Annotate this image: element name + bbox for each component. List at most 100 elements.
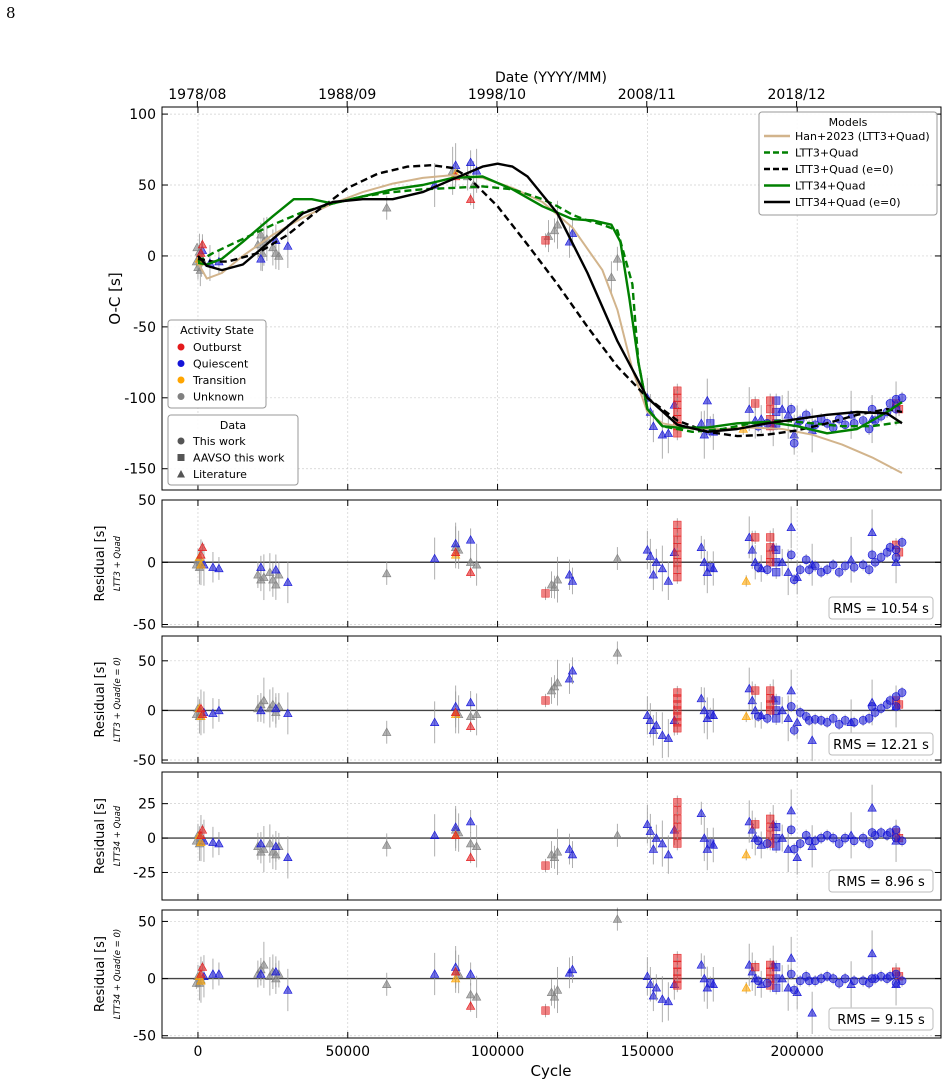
data-point-triangle [256,705,266,715]
data-point-circle [867,974,877,983]
data-point-triangle [196,703,206,713]
data-point-triangle [196,969,206,978]
data-point-triangle [645,979,656,988]
legend-marker [177,360,185,367]
data-point-triangle [450,966,461,976]
data-point-triangle [783,713,793,723]
data-point-circle [864,839,874,848]
y-axis-sublabel: LTT34 + Quad(e = 0) [113,929,123,1019]
y-tick-label: 50 [138,914,156,930]
data-point-square [706,710,715,719]
y-axis-sublabel: LTT3 + Quad(e = 0) [113,657,123,742]
data-point-circle [885,696,895,705]
data-point-square [772,714,781,723]
y-tick-label: -50 [133,618,156,634]
data-point-circle [828,833,838,843]
data-point-circle [762,839,772,848]
data-point-triangle [196,837,206,846]
data-point-triangle [807,735,817,744]
data-point-triangle [867,802,877,812]
data-point-circle [891,702,901,711]
data-point-circle [840,420,850,430]
data-point-triangle [651,557,662,566]
data-point-circle [795,839,805,848]
data-point-circle [762,978,772,988]
x-tick-label: 200000 [770,1044,823,1060]
data-point-triangle [612,914,623,923]
data-point-triangle [256,562,266,571]
data-point-triangle [274,569,284,579]
panel-oc: 100 50 0 -50 -100 -150 O-C [s] [106,106,942,491]
data-point-triangle [567,576,578,585]
page-number: 8 [6,4,16,22]
data-point-triangle [265,971,275,980]
data-point-triangle [648,725,659,734]
data-point-circle [897,688,907,697]
data-point-triangle [208,837,218,846]
data-point-circle [786,969,796,979]
data-point-triangle [846,554,856,564]
data-point-triangle [256,838,266,848]
legend-marker [177,437,185,445]
data-point-triangle [696,808,707,817]
y-axis-label: O-C [s] [106,272,124,324]
data-point-circle [789,985,799,995]
data-point-circle [834,978,844,988]
data-point-circle [753,976,763,986]
data-point-triangle [214,969,224,978]
data-point-square [751,533,760,542]
data-point-circle [849,836,859,846]
legend-label: Quiescent [193,358,249,371]
data-point-square [706,563,715,572]
data-point-triangle [259,844,269,853]
legend-label: LTT3+Quad [795,147,858,160]
data-point-circle [840,716,850,725]
data-point-triangle [196,549,206,559]
legend-label: Literature [193,468,247,481]
y-tick-label: 0 [147,831,156,847]
data-point-circle [876,552,886,562]
data-point-circle [867,550,877,560]
data-point-triangle [786,805,796,815]
data-point-triangle [196,830,206,839]
model-curve [197,162,903,433]
data-point-triangle [651,833,662,842]
y-axis-label: Residual [s] [93,662,108,738]
y-tick-label: 0 [147,972,156,988]
data-point-circle [795,976,805,986]
legend-label: LTT34+Quad [795,180,865,193]
data-point-triangle [283,985,293,994]
data-point-square [541,589,550,598]
panel-frame [161,771,942,901]
data-point-circle [891,394,901,404]
data-point-triangle [567,849,578,859]
data-point-circle [870,557,880,567]
data-point-triangle [786,522,796,532]
top-tick-label: 1988/09 [318,87,376,103]
data-point-triangle [256,253,266,263]
data-point-triangle [265,838,275,848]
data-point-triangle [747,966,757,976]
data-point-triangle [567,964,578,974]
data-point-circle [834,720,844,729]
legend-label: LTT3+Quad (e=0) [795,163,894,176]
data-point-triangle [867,948,877,958]
data-point-triangle [214,838,224,848]
data-point-triangle [450,547,461,556]
data-point-triangle [642,710,653,720]
data-point-triangle [259,695,269,705]
legend-title: Data [220,419,246,432]
bottom-axis-label: Cycle [531,1062,572,1080]
data-point-circle [828,974,838,983]
data-point-square [541,236,550,245]
data-point-triangle [271,966,281,976]
data-point-square [541,861,550,870]
legend-label: Outburst [193,341,242,354]
panel-frame [161,635,942,764]
data-point-triangle [256,229,266,239]
data-point-triangle [567,665,578,675]
data-point-triangle [552,847,563,856]
data-point-triangle [663,849,674,859]
